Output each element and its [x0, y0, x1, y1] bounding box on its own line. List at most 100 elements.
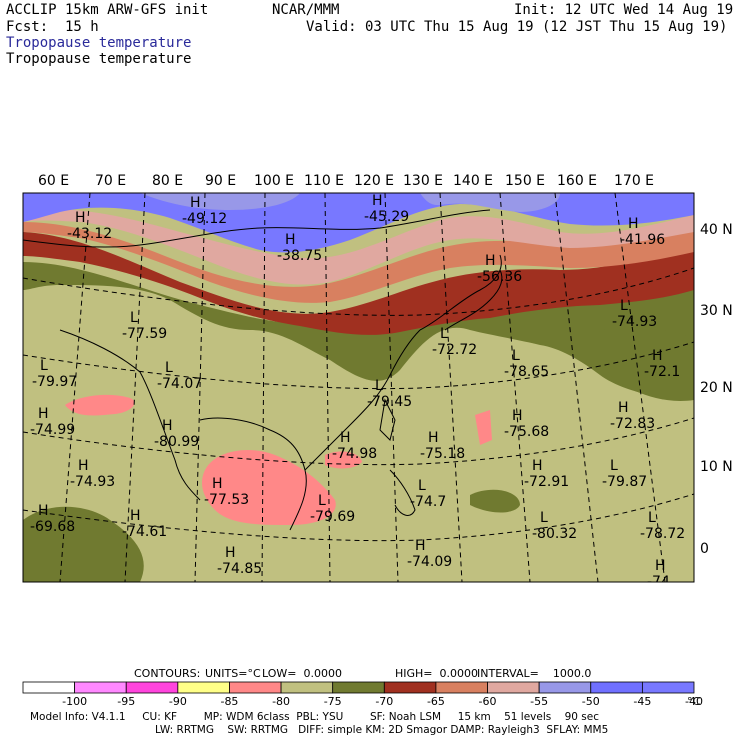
- low-marker: L: [440, 326, 448, 342]
- legend-swatch: [74, 681, 127, 694]
- extremum-value: -74.93: [612, 314, 657, 330]
- lon-label-110e: 110 E: [304, 173, 344, 189]
- legend-tick-label: -85: [220, 695, 238, 708]
- cold-patch-indochina: [202, 450, 336, 525]
- legend-swatch: [177, 681, 230, 694]
- forecast-label: Fcst:: [6, 19, 49, 35]
- legend-tick-label: -95: [117, 695, 135, 708]
- lon-label-120e: 120 E: [354, 173, 394, 189]
- legend-swatch: [590, 681, 643, 694]
- band-50-to-45-patch: [420, 193, 560, 212]
- contours-high: HIGH= 0.0000: [395, 667, 479, 680]
- lon-label-150e: 150 E: [505, 173, 545, 189]
- latitude-labels: 40 N 30 N 20 N 10 N 0: [700, 222, 733, 557]
- extremum-value: -80.32: [532, 526, 577, 542]
- extremum-value: -77.53: [204, 492, 249, 508]
- extremum-value: -80.99: [154, 434, 199, 450]
- extremum-value: -79.45: [367, 394, 412, 410]
- legend-tick-label: -90: [169, 695, 187, 708]
- extremum-value: -79.87: [602, 474, 647, 490]
- extremum-value: -79.69: [310, 509, 355, 525]
- legend-swatch: [22, 681, 76, 694]
- legend-tick-label: -45: [633, 695, 651, 708]
- extremum-value: -74.7: [410, 494, 446, 510]
- lat-label-20n: 20 N: [700, 380, 733, 396]
- cold-patch-pacific: [475, 410, 492, 445]
- legend-swatch: [125, 681, 179, 694]
- low-marker: L: [610, 458, 618, 474]
- organization-label: NCAR/MMM: [272, 2, 340, 18]
- map-frame: [22, 192, 695, 583]
- legend-swatch: [538, 681, 592, 694]
- high-marker: H: [38, 406, 49, 422]
- low-marker: L: [512, 348, 520, 364]
- high-marker: H: [285, 232, 296, 248]
- legend-tick-label: -65: [427, 695, 445, 708]
- legend-tick-label: -60: [479, 695, 497, 708]
- olive-patch-center: [470, 489, 520, 513]
- lat-label-40n: 40 N: [700, 222, 733, 238]
- legend-swatch: [487, 681, 540, 694]
- high-marker: H: [190, 195, 201, 211]
- extremum-value: -69.68: [30, 519, 75, 535]
- low-marker: L: [165, 360, 173, 376]
- low-marker: L: [418, 478, 426, 494]
- low-marker: L: [648, 510, 656, 526]
- legend-unit: °C: [687, 695, 701, 708]
- extremum-value: -74.93: [70, 474, 115, 490]
- high-marker: H: [225, 545, 236, 561]
- low-marker: L: [375, 378, 383, 394]
- high-marker: H: [38, 503, 49, 519]
- high-low-markers: H-43.12H-49.12H-38.75H-45.29 H-41.96H-56.…: [30, 193, 685, 582]
- olive-patch-east: [598, 328, 694, 401]
- extremum-value: -38.75: [277, 248, 322, 264]
- extremum-value: -78.72: [640, 526, 685, 542]
- extremum-value: -74.99: [30, 422, 75, 438]
- lat-label-0: 0: [700, 541, 709, 557]
- legend-swatch: [641, 681, 695, 694]
- high-marker: H: [340, 430, 351, 446]
- high-marker: H: [78, 458, 89, 474]
- extremum-value: -77.59: [122, 326, 167, 342]
- high-marker: H: [652, 348, 663, 364]
- band-50-to-45-patch-west: [140, 193, 300, 210]
- field-title-colorfill: Tropopause temperature: [6, 35, 192, 51]
- legend-tick-label: -75: [324, 695, 342, 708]
- lon-label-100e: 100 E: [254, 173, 294, 189]
- model-info-line-2: LW: RRTMG SW: RRTMG DIFF: simple KM: 2D …: [155, 724, 609, 736]
- extremum-value: -79.97: [32, 374, 77, 390]
- legend-swatch: [280, 681, 334, 694]
- lon-label-60e: 60 E: [38, 173, 69, 189]
- high-marker: H: [415, 538, 426, 554]
- legend-tick-label: -70: [375, 695, 393, 708]
- contours-label: CONTOURS:: [134, 667, 201, 680]
- contours-units: UNITS=°C: [205, 667, 261, 680]
- legend-tick-label: -80: [272, 695, 290, 708]
- low-marker: L: [130, 310, 138, 326]
- extremum-value: -45.29: [364, 209, 409, 225]
- high-marker: H: [130, 508, 141, 524]
- high-marker: H: [512, 408, 523, 424]
- legend-swatch: [229, 681, 282, 694]
- legend-tick-label: -40: [685, 695, 703, 708]
- lon-label-160e: 160 E: [557, 173, 597, 189]
- lon-label-170e: 170 E: [614, 173, 654, 189]
- lon-label-140e: 140 E: [453, 173, 493, 189]
- temperature-field: [23, 193, 694, 582]
- lat-label-10n: 10 N: [700, 459, 733, 475]
- high-marker: H: [212, 476, 223, 492]
- high-marker: H: [162, 418, 173, 434]
- valid-time: Valid: 03 UTC Thu 15 Aug 19 (12 JST Thu …: [306, 19, 728, 35]
- contours-low: LOW= 0.0000: [262, 667, 342, 680]
- low-marker: L: [40, 358, 48, 374]
- high-marker: H: [372, 193, 383, 209]
- extremum-value: -74.85: [217, 561, 262, 577]
- extremum-value: -49.12: [182, 211, 227, 227]
- extremum-value: -72.1: [644, 364, 680, 380]
- longitude-labels: 60 E 70 E 80 E 90 E 100 E 110 E 120 E 13…: [38, 173, 654, 189]
- graticule: [23, 193, 694, 582]
- lon-label-130e: 130 E: [403, 173, 443, 189]
- olive-patch-sw: [23, 506, 144, 582]
- extremum-value: -75.68: [504, 424, 549, 440]
- high-marker: H: [75, 210, 86, 226]
